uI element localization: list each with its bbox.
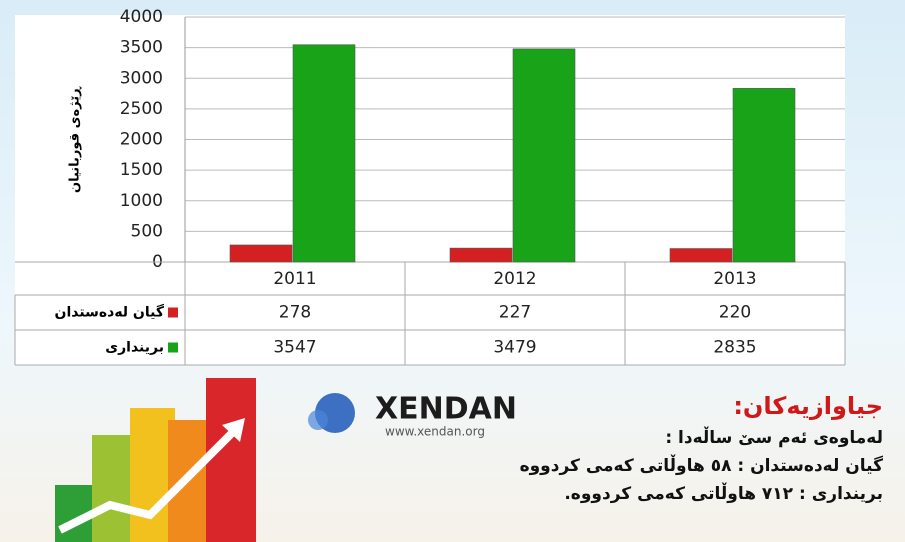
logo-name: XENDAN (375, 392, 517, 427)
bar (512, 48, 576, 263)
bar (292, 44, 356, 263)
legend-label: بریندارى (105, 340, 164, 356)
table-value: 278 (279, 303, 311, 323)
y-tick-label: 500 (131, 221, 163, 241)
table-value: 2835 (713, 338, 756, 358)
notes: جیاوازیەکان: لەماوەی ئەم سێ ساڵەدا : گیا… (463, 392, 883, 508)
note-line: لەماوەی ئەم سێ ساڵەدا : (665, 428, 883, 448)
table-value: 3547 (273, 338, 316, 358)
y-tick-label: 4000 (120, 7, 163, 27)
x-tick-label: 2013 (713, 269, 756, 289)
y-tick-label: 3000 (120, 68, 163, 88)
table-value: 227 (499, 303, 531, 323)
bar (229, 244, 293, 263)
chart-panel (15, 15, 845, 365)
table-value: 3479 (493, 338, 536, 358)
table-value: 220 (719, 303, 751, 323)
y-tick-label: 2500 (120, 99, 163, 119)
y-tick-label: 1500 (120, 160, 163, 180)
x-tick-label: 2012 (493, 269, 536, 289)
bar (669, 248, 733, 263)
logo: XENDAN www.xendan.org (308, 392, 517, 439)
legend-label: گیان لەدەستدان (55, 304, 165, 321)
y-tick-label: 1000 (120, 191, 163, 211)
logo-url: www.xendan.org (385, 425, 485, 439)
note-line: بریندارى : ٧١٢ هاوڵاتی کەمی کردووە. (564, 484, 883, 504)
y-tick-label: 3500 (120, 38, 163, 58)
legend-swatch (168, 307, 178, 318)
bar (449, 247, 513, 263)
legend-swatch (168, 342, 178, 353)
x-tick-label: 2011 (273, 269, 316, 289)
decor-bars (55, 378, 256, 542)
y-axis-label: ڕێژەی قوربانیان (68, 86, 83, 193)
notes-title: جیاوازیەکان: (733, 392, 883, 420)
bar (732, 88, 796, 263)
note-line: گیان لەدەستدان : ٥٨ هاوڵاتی کەمی کردووە (519, 456, 883, 476)
y-tick-label: 2000 (120, 130, 163, 150)
